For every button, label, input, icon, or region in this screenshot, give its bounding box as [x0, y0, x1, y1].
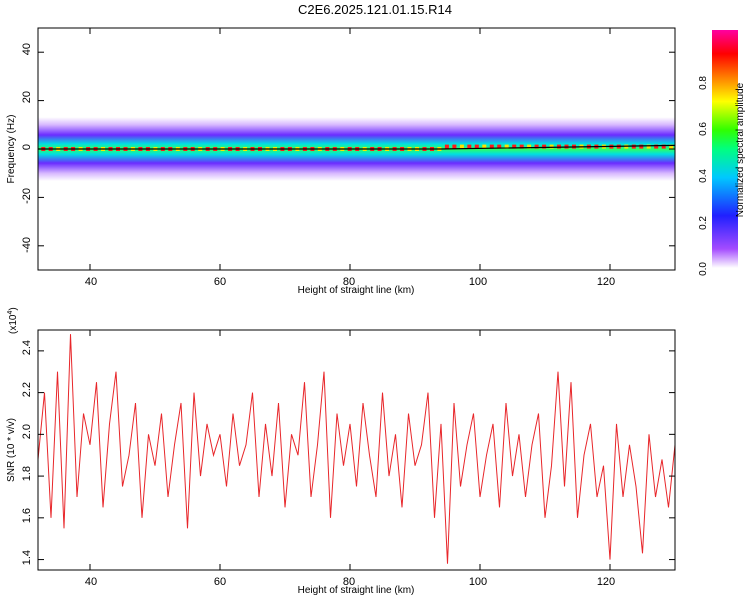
colorbar-tick: 0.2 [698, 216, 709, 230]
spectrogram-hotspot [542, 144, 547, 149]
spectrogram-hotspot [467, 144, 472, 149]
spectrogram-hotspot [504, 144, 509, 149]
spectrogram-hotspot [654, 144, 659, 149]
snr-y-tick: 1.4 [21, 550, 33, 565]
svg-text:(x104): (x104) [7, 307, 19, 334]
spectrogram-panel: 40 20 0 -20 -40 40 60 80 100 120 Height … [6, 27, 676, 296]
spectrogram-x-tick: 100 [469, 276, 487, 288]
spectrogram-y-tick: 20 [21, 91, 33, 103]
snr-y-multiplier-exp: 4 [7, 311, 14, 315]
snr-frame [37, 329, 676, 571]
spectrogram-hotspot [669, 144, 674, 149]
colorbar-tick: 0.8 [698, 76, 709, 90]
ridge-line [38, 144, 675, 150]
snr-x-tick: 100 [469, 576, 487, 588]
spectrogram-hotspot [639, 144, 644, 149]
spectrogram-hotspot [497, 144, 502, 149]
spectrogram-ticks [38, 28, 675, 270]
spectrogram-hotspot [534, 144, 539, 149]
spectrogram-plot-area [38, 117, 675, 181]
snr-x-tick: 60 [214, 576, 226, 588]
spectrogram-y-label: Frequency (Hz) [6, 115, 17, 184]
chart-title: C2E6.2025.121.01.15.R14 [298, 2, 452, 17]
spectrogram-hotspot [444, 144, 449, 149]
colorbar-label: Normalized spectral amplitude [735, 82, 746, 217]
snr-y-tick: 2.4 [21, 340, 33, 355]
spectrogram-hotspot [661, 144, 666, 149]
snr-y-tick: 2.2 [21, 382, 33, 397]
colorbar-tick: 0.6 [698, 122, 709, 136]
spectrogram-x-tick: 60 [214, 276, 226, 288]
spectrogram-y-tick: 40 [21, 43, 33, 55]
colorbar: 0.0 0.2 0.4 0.6 0.8 Normalized spectral … [698, 30, 746, 276]
snr-y-tick: 2.0 [21, 424, 33, 439]
spectrogram-x-label: Height of straight line (km) [298, 285, 415, 296]
spectrogram-x-tick: 80 [343, 276, 355, 288]
colorbar-tick: 0.4 [698, 169, 709, 183]
spectrogram-hotspot [646, 144, 651, 149]
spectrogram-hotspot [549, 144, 554, 149]
snr-y-tick: 1.6 [21, 508, 33, 523]
spectrogram-y-tick: -40 [21, 237, 33, 253]
snr-x-tick: 120 [597, 576, 615, 588]
spectrogram-hotspot [474, 144, 479, 149]
spectrogram-hotspot [482, 144, 487, 149]
spectrogram-hotspot [489, 144, 494, 149]
snr-panel: 2.4 2.2 2.0 1.8 1.6 1.4 40 60 80 100 120… [6, 307, 676, 596]
spectrogram-hotspot [459, 144, 464, 149]
snr-y-multiplier-close: ) [8, 307, 19, 310]
snr-x-tick: 40 [85, 576, 97, 588]
spectrogram-hotspot [519, 144, 524, 149]
spectrogram-y-tick: -20 [21, 188, 33, 204]
snr-y-multiplier: (x104) [7, 307, 19, 334]
spectrogram-y-tick: 0 [21, 144, 33, 150]
snr-ticks [38, 330, 675, 570]
snr-series-line [38, 334, 675, 564]
snr-y-label: SNR (10 * v/v) [6, 418, 17, 482]
snr-y-multiplier-base: (x10 [8, 314, 19, 334]
spectrogram-x-tick: 40 [85, 276, 97, 288]
snr-x-tick: 80 [343, 576, 355, 588]
spectrogram-x-tick: 120 [597, 276, 615, 288]
snr-x-label: Height of straight line (km) [298, 585, 415, 596]
snr-y-tick: 1.8 [21, 466, 33, 481]
spectrogram-hotspot [527, 144, 532, 149]
colorbar-gradient [712, 30, 738, 268]
snr-plot-area [38, 334, 675, 564]
spectrogram-hotspot [512, 144, 517, 149]
colorbar-tick: 0.0 [698, 262, 709, 276]
spectrogram-hotspot [452, 144, 457, 149]
